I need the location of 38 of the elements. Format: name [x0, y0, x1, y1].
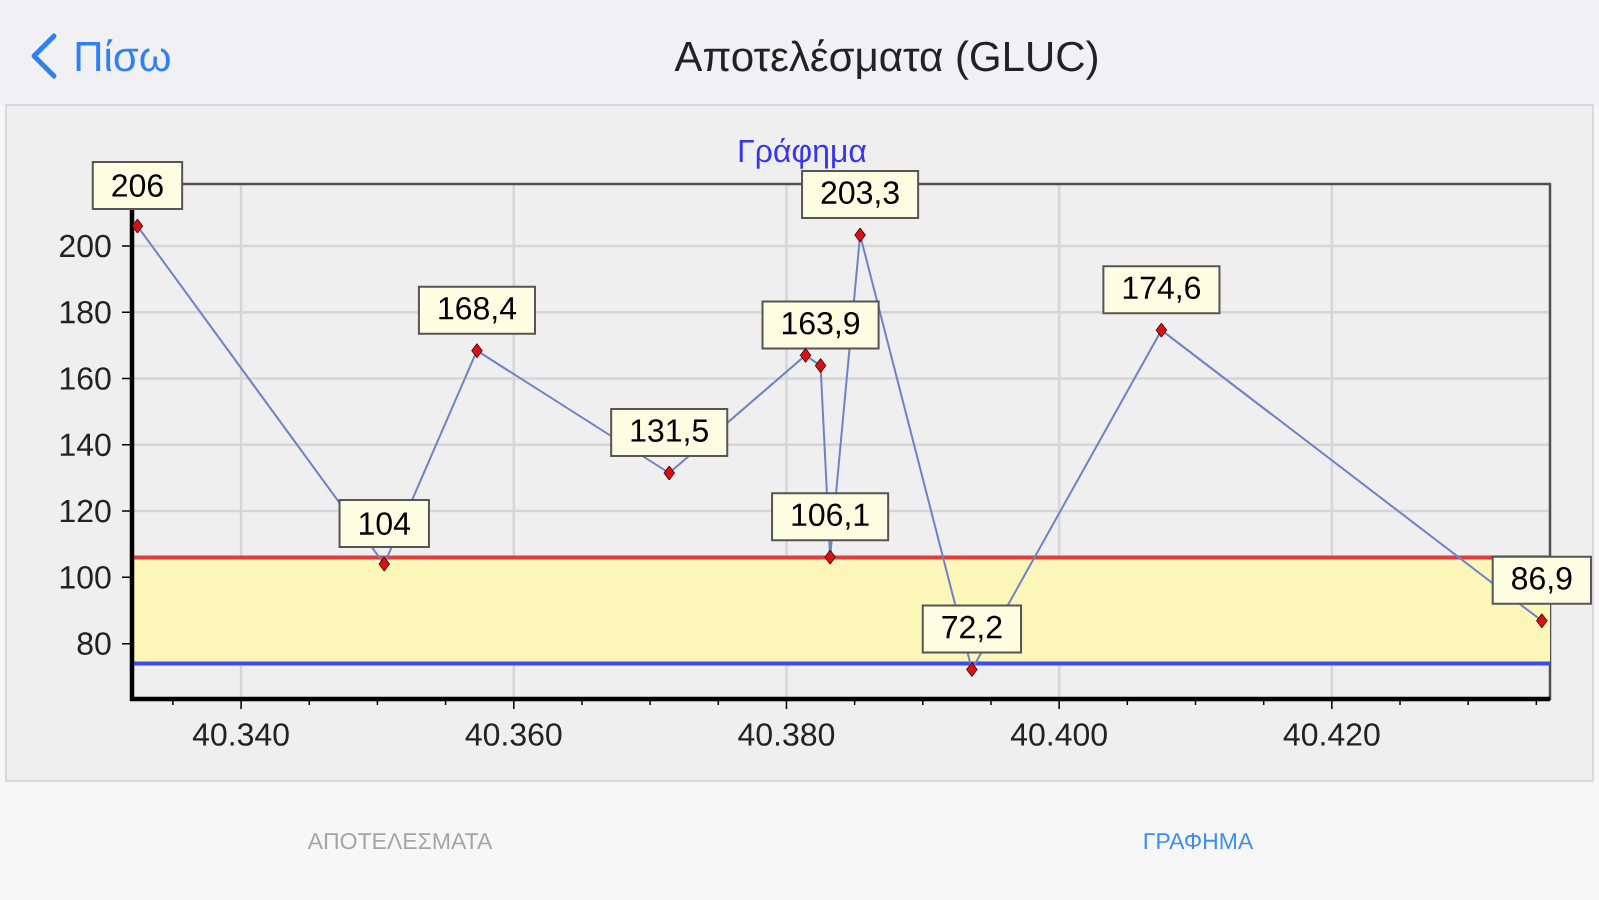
y-tick-label: 100 [60, 566, 111, 589]
data-label: 131,5 [631, 419, 708, 446]
x-tick-label: 40.340 [192, 723, 289, 746]
point [799, 347, 812, 363]
x-tick-label: 40.360 [465, 723, 562, 746]
point [1155, 322, 1168, 338]
data-label: 174,6 [1123, 276, 1201, 303]
point [814, 358, 827, 374]
chart-subtitle: Γράφημα [739, 137, 866, 169]
y-tick-label: 80 [77, 632, 111, 655]
data-label: 86,9 [1512, 567, 1572, 594]
y-tick-label: 160 [60, 367, 111, 390]
point [966, 662, 978, 677]
chart-title: Αποτελέσματα (GLUC) [674, 39, 1097, 80]
text: ΑΠΟΤΕΛΕΣΜΑΤΑ [307, 832, 493, 850]
text: ΓΡΑΦΗΜΑ [1144, 833, 1254, 850]
point [824, 549, 836, 565]
x-tick-label: 40.400 [1010, 723, 1107, 746]
y-tick-label: 120 [60, 499, 111, 523]
y-tick-label: 180 [60, 300, 111, 324]
x-tick-label: 40.380 [738, 723, 835, 746]
point [131, 218, 144, 234]
y-tick-label: 140 [60, 433, 111, 457]
data-label: 163,9 [782, 311, 860, 339]
x-tick-label: 40.420 [1283, 723, 1380, 746]
data-label: 106,1 [792, 503, 869, 530]
point [471, 343, 483, 359]
text: Πίσω [76, 39, 170, 72]
point [854, 227, 866, 243]
data-label: 203,3 [821, 181, 899, 208]
data-label: 72,2 [942, 615, 1002, 643]
data-label: 168,4 [439, 296, 517, 324]
data-label: 104 [359, 512, 410, 535]
point [1536, 613, 1548, 629]
y-tick-label: 200 [60, 234, 111, 258]
data-label: 206 [112, 174, 163, 197]
point [378, 556, 390, 572]
point [663, 465, 675, 481]
